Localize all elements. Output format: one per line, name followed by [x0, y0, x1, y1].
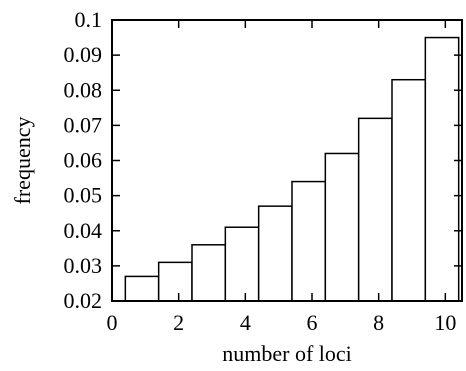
histogram-bar-9	[391, 78, 427, 302]
x-tick-label-2: 4	[240, 310, 251, 335]
y-axis-label: frequency	[10, 117, 35, 205]
histogram-bar-6	[291, 180, 327, 302]
x-tick-label-4: 8	[373, 310, 384, 335]
x-axis-ticks: 0 2 4 6 8 10	[107, 20, 456, 335]
y-tick-label-3: 0.05	[64, 183, 103, 208]
histogram-bar-1	[124, 275, 160, 302]
histogram-bar-5	[257, 205, 293, 302]
bars-group	[124, 36, 460, 302]
x-tick-label-1: 2	[173, 310, 184, 335]
y-tick-label-6: 0.08	[64, 77, 103, 102]
y-tick-label-0: 0.02	[64, 288, 103, 313]
y-tick-label-2: 0.04	[64, 218, 103, 243]
histogram-bar-8	[357, 117, 393, 302]
x-tick-label-3: 6	[307, 310, 318, 335]
histogram-bar-4	[224, 226, 260, 302]
x-tick-label-5: 10	[434, 310, 456, 335]
y-tick-label-4: 0.06	[64, 148, 103, 173]
histogram-bar-10	[424, 36, 460, 302]
x-axis-label: number of loci	[222, 341, 352, 366]
y-axis-ticks: 0.02 0.03 0.04 0.05 0.06 0.07 0.08 0.09 0.1	[64, 7, 462, 313]
x-tick-label-0: 0	[107, 310, 118, 335]
y-tick-label-5: 0.07	[64, 112, 103, 137]
histogram-bar-7	[324, 152, 360, 302]
histogram-bar-3	[191, 244, 227, 302]
histogram-bar-2	[157, 261, 193, 302]
y-tick-label-7: 0.09	[64, 42, 103, 67]
y-tick-label-8: 0.1	[75, 7, 103, 32]
y-tick-label-1: 0.03	[64, 253, 103, 278]
